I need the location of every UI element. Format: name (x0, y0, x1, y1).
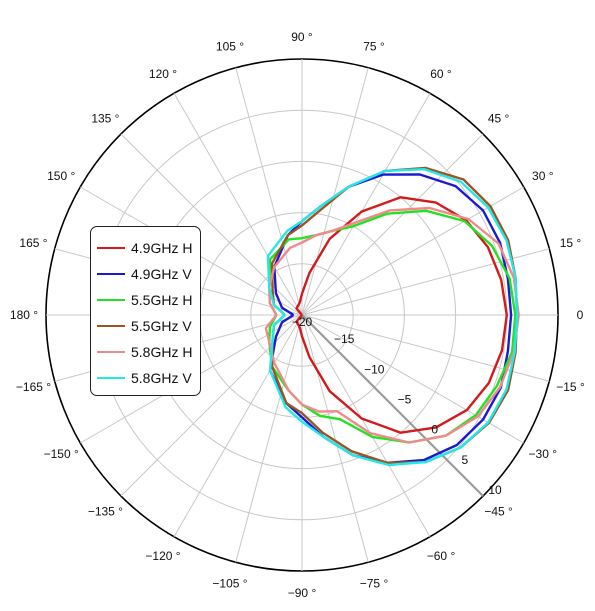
angle-tick-label: −150 ° (44, 447, 79, 461)
radial-tick-label: −20 (292, 315, 313, 329)
angle-tick-label: −135 ° (88, 505, 123, 519)
grid-spoke (235, 67, 303, 316)
angle-tick-label: −60 ° (427, 549, 456, 563)
angle-tick-label: −105 ° (212, 577, 247, 591)
radial-tick-label: −15 (334, 332, 355, 346)
legend-label: 4.9GHz V (131, 266, 192, 282)
legend-item: 4.9GHz V (97, 261, 200, 287)
radial-tick-label: −10 (364, 362, 385, 376)
grid-spoke (301, 93, 431, 316)
legend-item: 4.9GHz H (97, 235, 200, 261)
angle-tick-label: 0 (577, 308, 584, 322)
legend-swatch (97, 377, 125, 379)
legend-label: 4.9GHz H (131, 240, 193, 256)
angle-tick-label: 135 ° (91, 111, 119, 125)
grid-spoke (301, 186, 524, 316)
grid-spoke (301, 314, 369, 563)
axis-labels: 90 ° 105 ° 120 ° 135 ° 150 ° 165 ° 180 ° −165 °… (10, 30, 585, 600)
grid-spoke (301, 248, 550, 316)
grid-spoke (301, 314, 431, 537)
angle-tick-label: 75 ° (363, 40, 385, 54)
legend: 4.9GHz H 4.9GHz V 5.5GHz H 5.5GHz V 5.8G… (90, 226, 201, 396)
angle-tick-label: 180 ° (10, 308, 38, 322)
angle-tick-label: 105 ° (216, 40, 244, 54)
series-line-1 (268, 173, 513, 464)
legend-swatch (97, 273, 125, 275)
angle-tick-label: 15 ° (560, 236, 582, 250)
angle-tick-label: −30 ° (529, 447, 558, 461)
angle-tick-label: −90 ° (288, 586, 317, 600)
radial-tick-label: −5 (398, 393, 412, 407)
angle-tick-label: 120 ° (149, 67, 177, 81)
legend-item: 5.8GHz V (97, 365, 200, 391)
legend-swatch (97, 325, 125, 327)
legend-label: 5.5GHz H (131, 292, 193, 308)
grid-spoke (173, 314, 303, 537)
angle-tick-label: 30 ° (532, 169, 554, 183)
grid-spoke (301, 314, 524, 444)
series-line-4 (264, 206, 520, 444)
radial-tick-label: 0 (431, 423, 438, 437)
angle-tick-label: 45 ° (488, 111, 510, 125)
grid-spoke (301, 67, 369, 316)
angle-tick-label: −120 ° (145, 549, 180, 563)
grid-spoke (301, 314, 550, 382)
angle-tick-label: −75 ° (360, 577, 389, 591)
legend-swatch (97, 351, 125, 353)
grid-spoke (173, 93, 303, 316)
series-line-0 (295, 196, 508, 434)
legend-item: 5.8GHz H (97, 339, 200, 365)
legend-swatch (97, 299, 125, 301)
legend-item: 5.5GHz H (97, 287, 200, 313)
radial-axis-line (301, 314, 484, 497)
angle-tick-label: 90 ° (291, 30, 313, 44)
angle-tick-label: −15 ° (556, 380, 585, 394)
radial-tick-label: 5 (461, 453, 468, 467)
angle-tick-label: −165 ° (16, 380, 51, 394)
radial-tick-label: 10 (488, 483, 502, 497)
legend-item: 5.5GHz V (97, 313, 200, 339)
legend-label: 5.5GHz V (131, 318, 192, 334)
angle-tick-label: 165 ° (19, 236, 47, 250)
series-lines (264, 166, 520, 467)
angle-tick-label: 150 ° (47, 169, 75, 183)
angle-tick-label: −45 ° (484, 505, 513, 519)
grid-spoke (235, 314, 303, 563)
legend-label: 5.8GHz V (131, 370, 192, 386)
series-line-5 (266, 168, 519, 467)
legend-label: 5.8GHz H (131, 344, 193, 360)
grid-spoke (301, 133, 484, 316)
angle-tick-label: 60 ° (430, 67, 452, 81)
legend-swatch (97, 247, 125, 249)
